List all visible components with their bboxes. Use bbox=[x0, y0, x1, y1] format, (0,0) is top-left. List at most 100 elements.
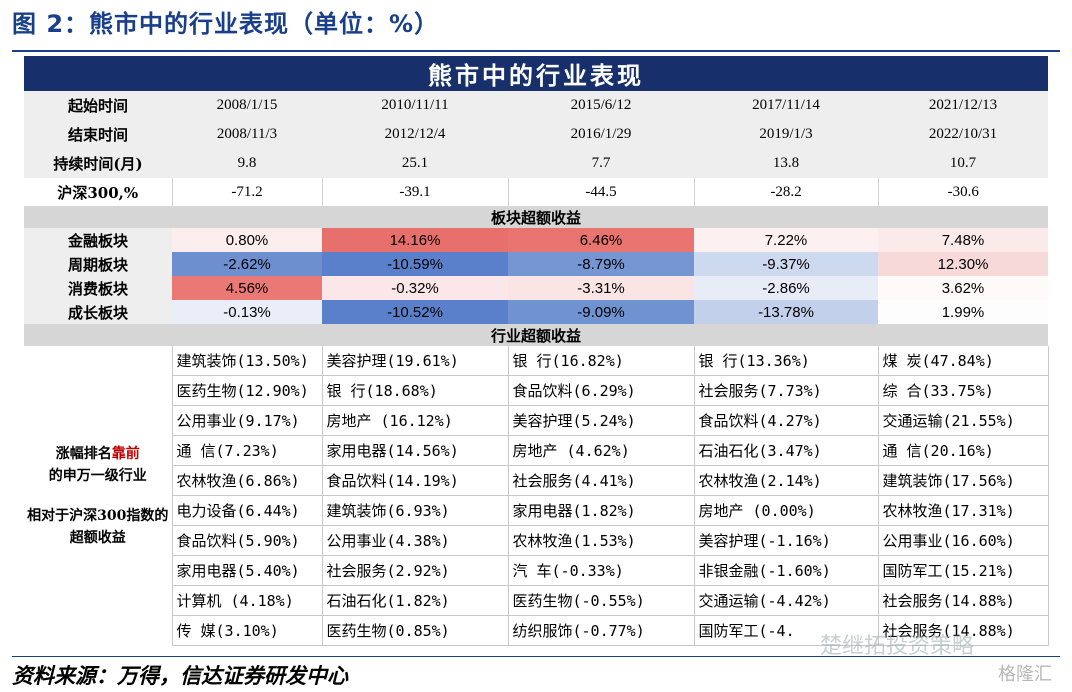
end-cell: 2016/1/29 bbox=[570, 126, 632, 142]
start-label: 起始时间 bbox=[67, 97, 128, 115]
duration-cell: 9.8 bbox=[237, 155, 257, 171]
industry-cell: 农林牧渔(17.31%) bbox=[878, 495, 1049, 526]
industry-cell: 通 信(7.23%) bbox=[172, 435, 323, 466]
industry-cell: 美容护理(-1.16%) bbox=[694, 525, 879, 556]
start-row: 起始时间 2008/1/15 2010/11/11 2015/6/12 2017… bbox=[24, 91, 1048, 120]
sector-cell: -2.86% bbox=[694, 276, 878, 300]
industry-cell: 国防军工(-4. bbox=[694, 615, 879, 646]
start-cell: 2015/6/12 bbox=[570, 97, 632, 113]
sector-row: 金融板块 0.80% 14.16% 6.46% 7.22% 7.48% bbox=[24, 228, 1048, 252]
industry-cell: 家用电器(14.56%) bbox=[322, 435, 509, 466]
industry-cell: 公用事业(9.17%) bbox=[172, 405, 323, 436]
industry-row: 医药生物(12.90%) 银 行(18.68%) 食品饮料(6.29%) 社会服… bbox=[24, 375, 1049, 406]
industry-cell: 食品饮料(6.29%) bbox=[508, 375, 695, 406]
start-cell: 2008/1/15 bbox=[216, 97, 278, 113]
industry-cell: 纺织服饰(-0.77%) bbox=[508, 615, 695, 646]
industry-row: 计算机 (4.18%) 石油石化(1.82%) 医药生物(-0.55%) 交通运… bbox=[24, 585, 1049, 616]
industry-cell: 医药生物(-0.55%) bbox=[508, 585, 695, 616]
industry-cell: 医药生物(12.90%) bbox=[172, 375, 323, 406]
sector-cell: -9.37% bbox=[694, 252, 878, 276]
industry-note: 涨幅排名靠前 的申万一级行业 相对于沪深300指数的超额收益 bbox=[24, 346, 173, 646]
industry-cell: 房地产 (4.62%) bbox=[508, 435, 695, 466]
hs300-cell: -44.5 bbox=[508, 178, 695, 206]
industry-row: 公用事业(9.17%) 房地产 (16.12%) 美容护理(5.24%) 食品饮… bbox=[24, 405, 1049, 436]
industry-cell: 食品饮料(14.19%) bbox=[322, 465, 509, 496]
industry-cell: 传 媒(3.10%) bbox=[172, 615, 323, 646]
industry-cell: 家用电器(1.82%) bbox=[508, 495, 695, 526]
industry-cell: 社会服务(7.73%) bbox=[694, 375, 879, 406]
industry-cell: 房地产 (0.00%) bbox=[694, 495, 879, 526]
industry-cell: 建筑装饰(13.50%) bbox=[172, 346, 323, 376]
sector-cell: 7.48% bbox=[878, 228, 1048, 252]
industry-row: 涨幅排名靠前 的申万一级行业 相对于沪深300指数的超额收益 建筑装饰(13.5… bbox=[24, 346, 1049, 646]
industry-cell: 社会服务(4.41%) bbox=[508, 465, 695, 496]
sector-cell: 14.16% bbox=[322, 228, 508, 252]
industry-cell: 公用事业(16.60%) bbox=[878, 525, 1049, 556]
industry-cell: 计算机 (4.18%) bbox=[172, 585, 323, 616]
sector-cell: 3.62% bbox=[878, 276, 1048, 300]
note-text: 的申万一级行业 bbox=[48, 467, 147, 484]
industry-cell: 汽 车(-0.33%) bbox=[508, 555, 695, 586]
table-title: 熊市中的行业表现 bbox=[24, 56, 1048, 91]
sector-cell: -10.52% bbox=[322, 300, 508, 324]
sector-label: 金融板块 bbox=[24, 228, 172, 252]
sector-header: 板块超额收益 bbox=[24, 206, 1048, 228]
industry-cell: 社会服务(2.92%) bbox=[322, 555, 509, 586]
note-text: 相对于沪深300指数的超额收益 bbox=[27, 507, 169, 546]
bear-market-table: 熊市中的行业表现 起始时间 2008/1/15 2010/11/11 2015/… bbox=[24, 56, 1049, 646]
industry-row: 食品饮料(5.90%) 公用事业(4.38%) 农林牧渔(1.53%) 美容护理… bbox=[24, 525, 1049, 556]
industry-cell: 电力设备(6.44%) bbox=[172, 495, 323, 526]
industry-cell: 家用电器(5.40%) bbox=[172, 555, 323, 586]
industry-cell: 国防军工(15.21%) bbox=[878, 555, 1049, 586]
industry-cell: 建筑装饰(6.93%) bbox=[322, 495, 509, 526]
hs300-row: 沪深300,% -71.2 -39.1 -44.5 -28.2 -30.6 bbox=[24, 178, 1048, 206]
industry-cell: 农林牧渔(2.14%) bbox=[694, 465, 879, 496]
watermark-text: 楚继拓投资策略 bbox=[820, 634, 975, 659]
industry-cell: 农林牧渔(1.53%) bbox=[508, 525, 695, 556]
industry-cell: 食品饮料(4.27%) bbox=[694, 405, 879, 436]
sector-cell: 0.80% bbox=[172, 228, 322, 252]
sector-label: 成长板块 bbox=[24, 300, 172, 324]
industry-cell: 美容护理(5.24%) bbox=[508, 405, 695, 436]
duration-row: 持续时间(月) 9.8 25.1 7.7 13.8 10.7 bbox=[24, 149, 1048, 178]
sector-cell: -10.59% bbox=[322, 252, 508, 276]
sector-row: 成长板块 -0.13% -10.52% -9.09% -13.78% 1.99% bbox=[24, 300, 1048, 324]
end-cell: 2008/11/3 bbox=[216, 126, 278, 142]
start-cell: 2017/11/14 bbox=[752, 97, 820, 113]
sector-cell: -3.31% bbox=[508, 276, 694, 300]
industry-cell: 美容护理(19.61%) bbox=[322, 346, 509, 376]
industry-cell: 建筑装饰(17.56%) bbox=[878, 465, 1049, 496]
industry-cell: 煤 炭(47.84%) bbox=[878, 346, 1049, 376]
hs300-cell: -28.2 bbox=[694, 178, 879, 206]
duration-label: 持续时间(月) bbox=[53, 155, 143, 173]
industry-cell: 农林牧渔(6.86%) bbox=[172, 465, 323, 496]
industry-cell: 通 信(20.16%) bbox=[878, 435, 1049, 466]
end-cell: 2022/10/31 bbox=[928, 126, 998, 142]
industry-header-row: 行业超额收益 bbox=[24, 324, 1048, 346]
note-text: 涨幅排名 bbox=[55, 445, 112, 462]
figure-title: 图 2：熊市中的行业表现（单位：%） bbox=[12, 10, 440, 38]
industry-cell: 石油石化(3.47%) bbox=[694, 435, 879, 466]
industry-row: 通 信(7.23%) 家用电器(14.56%) 房地产 (4.62%) 石油石化… bbox=[24, 435, 1049, 466]
industry-row: 电力设备(6.44%) 建筑装饰(6.93%) 家用电器(1.82%) 房地产 … bbox=[24, 495, 1049, 526]
duration-cell: 25.1 bbox=[401, 155, 429, 171]
duration-cell: 10.7 bbox=[949, 155, 977, 171]
industry-cell: 非银金融(-1.60%) bbox=[694, 555, 879, 586]
industry-cell: 石油石化(1.82%) bbox=[322, 585, 509, 616]
industry-cell: 银 行(13.36%) bbox=[694, 346, 879, 376]
sector-cell: -13.78% bbox=[694, 300, 878, 324]
sector-cell: -9.09% bbox=[508, 300, 694, 324]
industry-row: 农林牧渔(6.86%) 食品饮料(14.19%) 社会服务(4.41%) 农林牧… bbox=[24, 465, 1049, 496]
start-cell: 2021/12/13 bbox=[928, 97, 998, 113]
industry-cell: 综 合(33.75%) bbox=[878, 375, 1049, 406]
sector-cell: 12.30% bbox=[878, 252, 1048, 276]
sector-header-row: 板块超额收益 bbox=[24, 206, 1048, 228]
sector-cell: 1.99% bbox=[878, 300, 1048, 324]
sector-cell: 6.46% bbox=[508, 228, 694, 252]
end-row: 结束时间 2008/11/3 2012/12/4 2016/1/29 2019/… bbox=[24, 120, 1048, 149]
industry-cell: 医药生物(0.85%) bbox=[322, 615, 509, 646]
industry-cell: 社会服务(14.88%) bbox=[878, 615, 1049, 646]
top-rule bbox=[12, 50, 1060, 52]
source-note: 资料来源：万得，信达证券研发中心 bbox=[12, 664, 348, 688]
hs300-cell: -71.2 bbox=[172, 178, 323, 206]
